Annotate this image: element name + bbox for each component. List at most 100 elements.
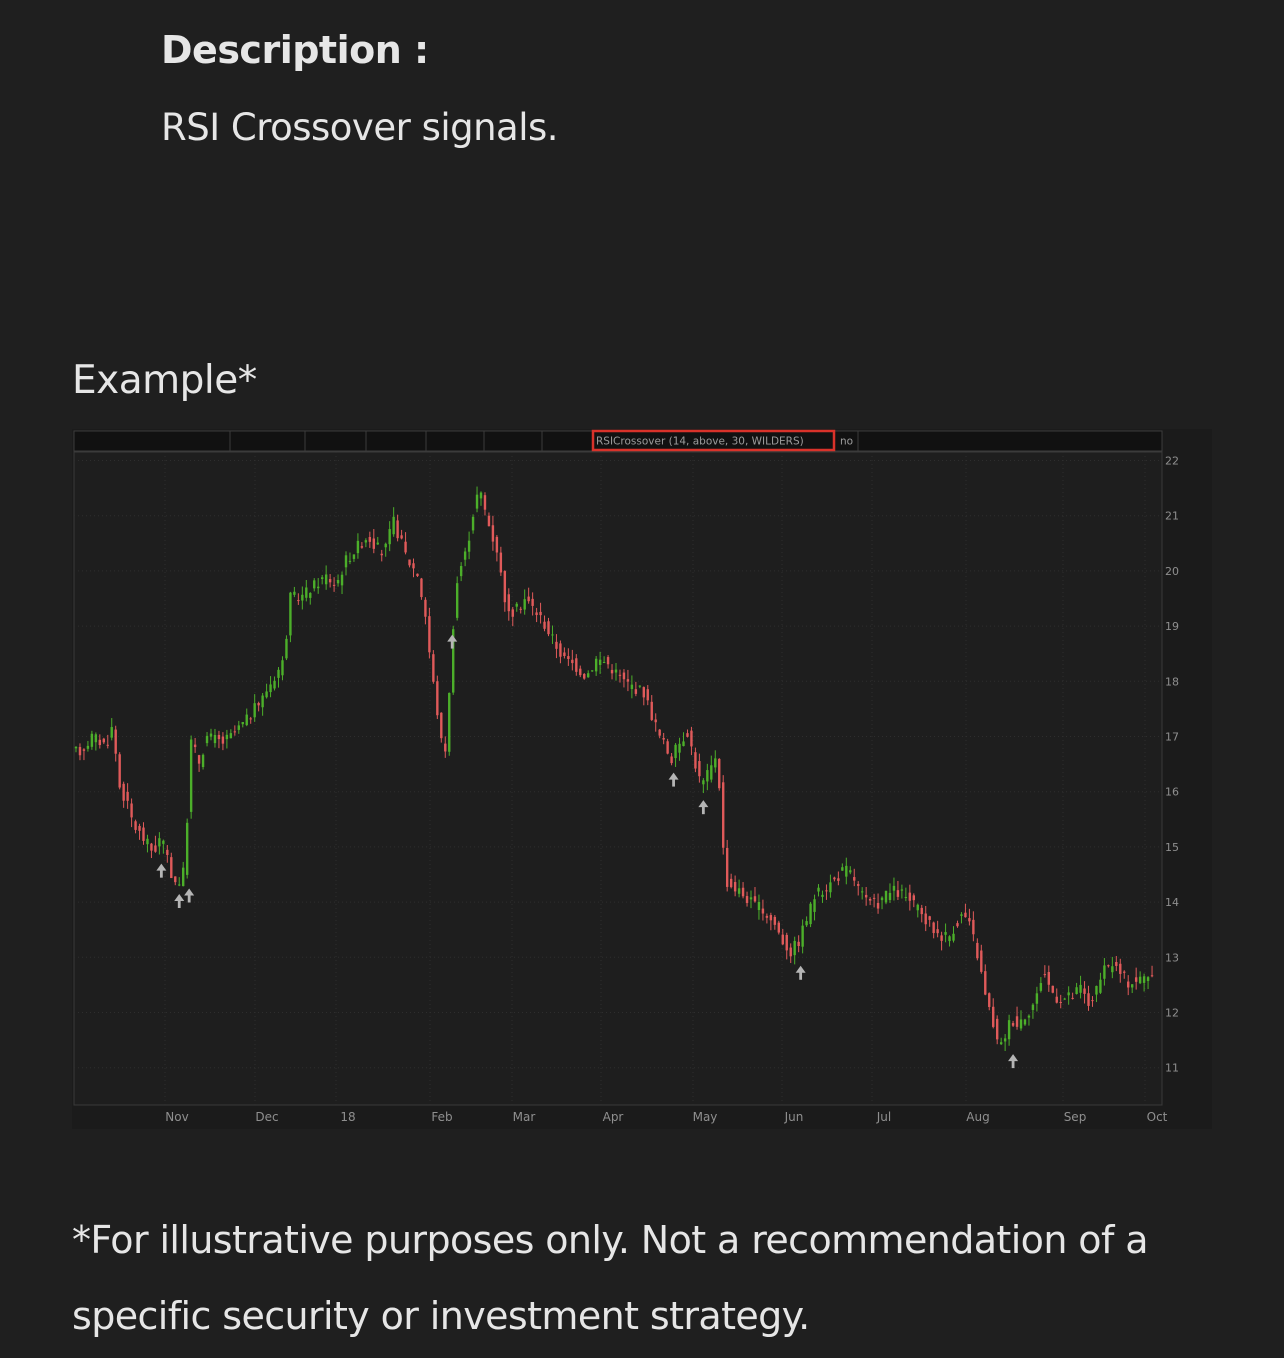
study-label-box	[591, 429, 836, 452]
candle-body	[1103, 965, 1106, 979]
candle-body	[1079, 984, 1082, 993]
signal-arrow-icon	[184, 888, 195, 903]
candle-body	[1027, 1015, 1031, 1018]
candle-body	[781, 934, 784, 945]
candle-body	[686, 733, 689, 737]
candle-body	[1003, 1038, 1007, 1042]
candle-body	[253, 703, 256, 718]
candle-body	[356, 540, 360, 554]
candle-body	[114, 729, 117, 754]
candle-body	[972, 919, 975, 935]
candle-body	[265, 691, 268, 698]
candle-body	[142, 827, 145, 841]
candle-body	[527, 596, 530, 602]
candle-body	[507, 594, 510, 612]
candle-body	[825, 890, 828, 892]
candle-body	[876, 902, 880, 909]
candle-body	[360, 546, 364, 548]
example-heading: Example*	[72, 358, 257, 403]
candle-body	[864, 894, 868, 898]
candle-body	[317, 586, 320, 589]
candle-body	[336, 580, 340, 584]
candle-body	[749, 897, 753, 900]
candle-body	[845, 865, 848, 877]
candle-body	[98, 739, 102, 746]
candle-body	[956, 923, 959, 927]
candle-body	[146, 838, 149, 845]
candle-body	[598, 659, 602, 665]
candle-body	[1083, 988, 1086, 994]
candle-body	[622, 672, 626, 680]
candle-body	[551, 634, 554, 636]
candle-body	[952, 933, 955, 941]
candle-body	[999, 1042, 1003, 1045]
candle-body	[392, 516, 395, 535]
candle-body	[694, 752, 697, 769]
candle-body	[1063, 998, 1066, 1000]
candle-body	[340, 574, 344, 586]
signal-arrow-icon	[156, 863, 167, 878]
candle-body	[571, 659, 574, 664]
candle-body	[1091, 1000, 1094, 1002]
candle-body	[241, 721, 244, 725]
candle-body	[968, 918, 971, 922]
candle-body	[857, 884, 860, 886]
candle-body	[74, 746, 78, 749]
candle-body	[559, 643, 562, 657]
header-strip: RSICrossover (14, above, 30, WILDERS) no	[73, 429, 1163, 452]
candle-body	[82, 749, 86, 751]
x-tick-label: Jun	[784, 1110, 804, 1124]
candle-body	[1015, 1016, 1019, 1027]
candle-body	[364, 540, 368, 543]
candle-body	[1119, 963, 1122, 974]
y-tick-label: 18	[1165, 675, 1179, 688]
candle-body	[313, 580, 316, 589]
candle-body	[1134, 977, 1138, 982]
candle-body	[674, 744, 677, 759]
candle-body	[209, 733, 213, 737]
candle-body	[706, 770, 709, 782]
candle-body	[86, 745, 90, 749]
candle-body	[662, 737, 665, 740]
y-tick-label: 17	[1165, 731, 1179, 744]
candle-body	[471, 516, 475, 531]
candle-body	[575, 658, 578, 672]
candle-body	[892, 885, 896, 891]
candle-body	[638, 685, 642, 687]
candle-body	[757, 901, 761, 911]
x-tick-label: Oct	[1147, 1110, 1168, 1124]
candle-body	[837, 878, 840, 881]
candle-body	[237, 725, 240, 730]
candle-body	[428, 616, 431, 653]
candle-body	[769, 915, 773, 921]
candle-body	[833, 877, 836, 880]
candle-body	[702, 780, 705, 785]
study-label: RSICrossover (14, above, 30, WILDERS)	[596, 436, 804, 448]
candle-body	[118, 754, 121, 788]
candle-body	[602, 662, 606, 664]
study-value: no	[840, 436, 853, 448]
candle-body	[523, 599, 526, 610]
candle-body	[368, 536, 372, 542]
candle-body	[420, 578, 423, 598]
candle-body	[948, 936, 951, 942]
x-tick-label: Nov	[165, 1110, 188, 1124]
candle-body	[737, 888, 741, 894]
candle-body	[233, 731, 237, 733]
candle-body	[154, 845, 157, 852]
candle-body	[158, 838, 161, 847]
candle-body	[221, 736, 225, 744]
candle-body	[138, 825, 141, 831]
candle-body	[1019, 1019, 1023, 1029]
candle-body	[479, 492, 483, 499]
candle-body	[594, 658, 598, 672]
candle-body	[539, 611, 542, 616]
candle-body	[860, 891, 864, 893]
candle-body	[777, 922, 781, 933]
candle-body	[590, 670, 594, 672]
candle-body	[269, 684, 272, 693]
plot-area	[73, 451, 1163, 1106]
candle-body	[495, 536, 499, 553]
candle-body	[992, 1006, 995, 1027]
candle-body	[1047, 972, 1051, 985]
